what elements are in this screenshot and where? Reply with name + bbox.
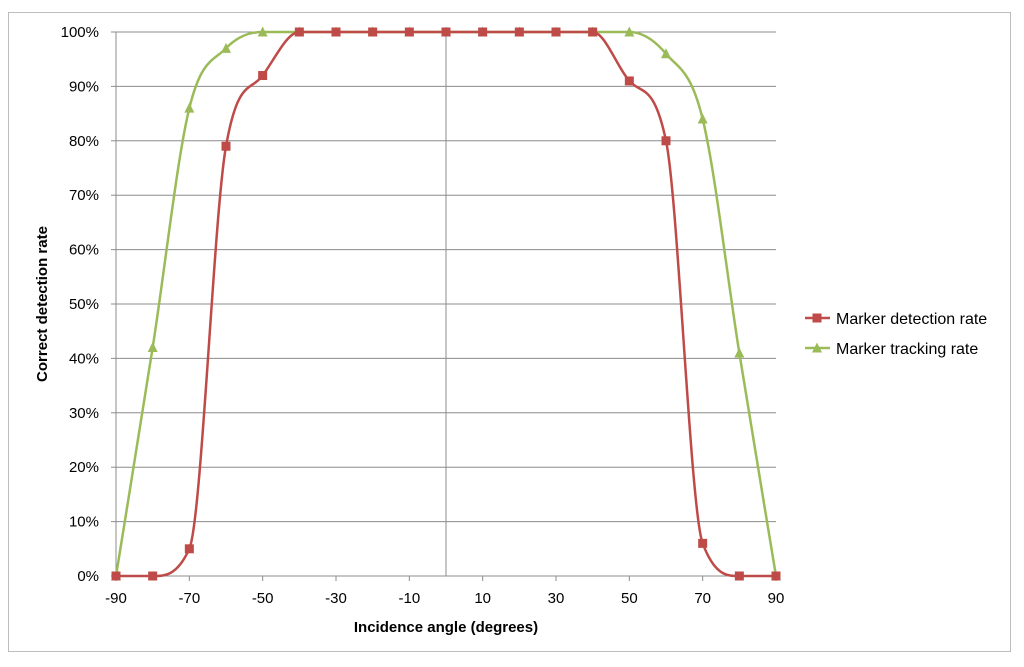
y-tick-label: 30% xyxy=(69,405,99,422)
tick-labels: 0% 10% 20% 30% 40% 50% 60% 70% 80% 90% 100% -90 -70 -… xyxy=(61,24,785,607)
x-tick-label: -30 xyxy=(325,590,347,607)
data-point xyxy=(624,26,635,37)
y-tick-label: 60% xyxy=(69,242,99,259)
legend: Marker detection rate Marker tracking rat… xyxy=(805,311,987,358)
data-point xyxy=(294,27,304,37)
y-tick-label: 40% xyxy=(69,350,99,367)
data-point xyxy=(184,544,194,554)
data-point xyxy=(148,571,158,581)
x-tick-label: -90 xyxy=(105,590,127,607)
legend-item: Marker detection rate xyxy=(805,311,987,328)
data-point xyxy=(331,27,341,37)
y-tick-label: 90% xyxy=(69,78,99,95)
x-tick-label: 90 xyxy=(768,590,785,607)
y-tick-label: 10% xyxy=(69,514,99,531)
x-axis-title: Incidence angle (degrees) xyxy=(354,619,538,636)
x-tick-label: -10 xyxy=(398,590,420,607)
x-tick-label: 30 xyxy=(548,590,565,607)
y-axis-title: Correct detection rate xyxy=(34,226,51,382)
x-tick-label: 50 xyxy=(621,590,638,607)
data-point xyxy=(257,26,268,37)
data-point xyxy=(698,538,708,548)
data-point xyxy=(661,136,671,146)
data-point xyxy=(258,71,268,81)
legend-label: Marker tracking rate xyxy=(836,341,978,358)
y-tick-label: 20% xyxy=(69,459,99,476)
data-point xyxy=(771,571,781,581)
data-point xyxy=(221,42,231,53)
legend-item: Marker tracking rate xyxy=(805,341,978,358)
axes xyxy=(111,31,777,581)
y-tick-label: 100% xyxy=(61,24,99,41)
x-tick-label: -70 xyxy=(178,590,200,607)
y-tick-label: 70% xyxy=(69,187,99,204)
series-layer xyxy=(111,26,781,581)
data-point xyxy=(734,347,745,358)
legend-label: Marker detection rate xyxy=(836,311,987,328)
data-point xyxy=(697,113,708,124)
data-point xyxy=(514,27,524,37)
data-point xyxy=(441,27,451,37)
data-point xyxy=(624,76,634,86)
data-point xyxy=(661,48,671,59)
series-detection xyxy=(111,27,781,581)
data-point xyxy=(111,571,121,581)
data-point xyxy=(551,27,561,37)
data-point xyxy=(221,141,231,151)
data-point xyxy=(184,102,195,113)
x-tick-label: 70 xyxy=(694,590,711,607)
legend-marker xyxy=(812,342,822,353)
data-point xyxy=(147,342,158,353)
data-point xyxy=(478,27,488,37)
y-tick-label: 50% xyxy=(69,296,99,313)
x-tick-label: 10 xyxy=(474,590,491,607)
data-point xyxy=(368,27,378,37)
data-point xyxy=(588,27,598,37)
legend-marker xyxy=(812,313,822,323)
chart-frame xyxy=(8,12,1011,652)
y-tick-label: 0% xyxy=(77,568,99,585)
data-point xyxy=(404,27,414,37)
x-tick-label: -50 xyxy=(252,590,274,607)
y-tick-label: 80% xyxy=(69,133,99,150)
data-point xyxy=(734,571,744,581)
